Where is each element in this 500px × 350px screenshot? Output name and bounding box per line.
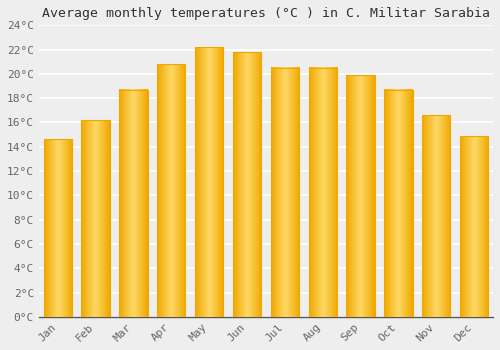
Bar	[119, 90, 148, 317]
Bar	[233, 52, 261, 317]
Bar	[460, 136, 488, 317]
Bar	[44, 139, 72, 317]
Bar	[270, 68, 299, 317]
Bar	[195, 47, 224, 317]
Bar	[82, 120, 110, 317]
Bar	[157, 64, 186, 317]
Title: Average monthly temperatures (°C ) in C. Militar Sarabia: Average monthly temperatures (°C ) in C.…	[42, 7, 490, 20]
Bar	[422, 115, 450, 317]
Bar	[346, 75, 375, 317]
Bar	[384, 90, 412, 317]
Bar	[308, 68, 337, 317]
